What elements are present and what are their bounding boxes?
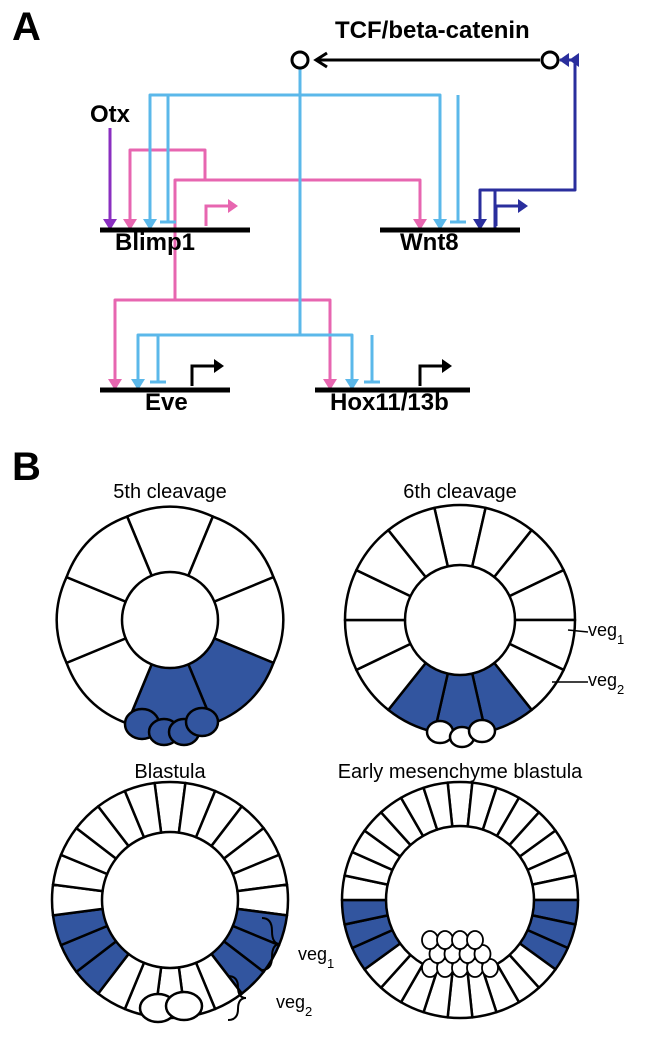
stage-title-stage4: Early mesenchyme blastula [338, 761, 583, 783]
stage-title-stage1: 5th cleavage [113, 481, 226, 503]
mesenchyme-cell [452, 931, 468, 949]
arrowhead-icon [559, 53, 569, 67]
junction-circle-icon [542, 52, 558, 68]
stage-title-stage2: 6th cleavage [403, 481, 516, 503]
mesenchyme-cell [437, 931, 453, 949]
arrowhead-icon [442, 359, 452, 373]
micromere-cell [186, 708, 218, 736]
edge-blimp1-eve [115, 180, 175, 386]
edge-wnt8-tcf [495, 60, 575, 190]
edge-blimp1-wnt8 [175, 180, 420, 226]
annotation-veg2: veg2 [588, 670, 624, 697]
panel-a-label: A [12, 5, 41, 49]
transcription-arrow-icon [206, 206, 228, 226]
transcription-arrow-icon [420, 366, 442, 386]
mesenchyme-cell [422, 931, 438, 949]
embryo-6th-cleavage [345, 505, 575, 747]
junction-circle-icon [292, 52, 308, 68]
node-label-blimp1: Blimp1 [115, 229, 195, 256]
node-label-wnt8: Wnt8 [400, 229, 459, 256]
annotation-veg1: veg1 [298, 944, 334, 971]
embryo-5th-cleavage [57, 507, 284, 745]
node-label-tcf: TCF/beta-catenin [335, 17, 530, 44]
micromere-cell [166, 992, 202, 1020]
panel-b-label: B [12, 445, 41, 489]
transcription-arrow-icon [192, 366, 214, 386]
annotation-veg1: veg1 [588, 620, 624, 647]
micromere-cell [469, 720, 495, 742]
mesenchyme-cell [467, 931, 483, 949]
transcription-arrow-icon [496, 206, 518, 226]
embryo-blastula [52, 782, 288, 1022]
arrowhead-icon [214, 359, 224, 373]
edge-blimp1-hox [175, 300, 330, 386]
annotation-veg2: veg2 [276, 992, 312, 1019]
node-label-eve: Eve [145, 389, 188, 416]
edge-tcf-hox [300, 335, 352, 386]
node-label-hox: Hox11/13b [330, 389, 449, 416]
stage-title-stage3: Blastula [134, 761, 206, 783]
arrowhead-icon [228, 199, 238, 213]
arrowhead-icon [518, 199, 528, 213]
micromere-cell [427, 721, 453, 743]
node-label-otx: Otx [90, 101, 131, 128]
embryo-early-mesenchyme [342, 782, 578, 1018]
